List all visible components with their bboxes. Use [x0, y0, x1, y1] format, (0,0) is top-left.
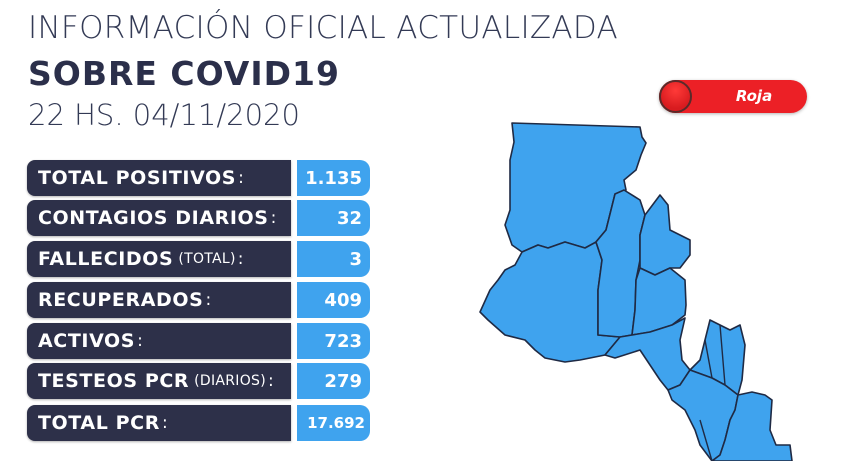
stat-row-fallecidos: FALLECIDOS (TOTAL): 3: [27, 241, 370, 277]
map-region: [479, 241, 621, 363]
stat-value: 17.692: [297, 405, 370, 441]
stat-value: 409: [297, 282, 370, 318]
stat-value: 279: [297, 363, 370, 399]
stat-label: CONTAGIOS DIARIOS:: [27, 200, 291, 236]
stat-value: 32: [297, 200, 370, 236]
stat-label: TESTEOS PCR (DIARIOS):: [27, 363, 291, 399]
title-line-1: INFORMACIÓN OFICIAL ACTUALIZADA: [28, 10, 619, 46]
stat-row-total-positivos: TOTAL POSITIVOS: 1.135: [27, 160, 370, 196]
risk-status-label: Roja: [735, 87, 773, 105]
stat-label: FALLECIDOS (TOTAL):: [27, 241, 291, 277]
risk-status-badge: Roja: [659, 80, 807, 113]
stat-row-activos: ACTIVOS: 723: [27, 323, 370, 359]
stat-label: TOTAL PCR:: [27, 405, 291, 441]
stat-label: RECUPERADOS:: [27, 282, 291, 318]
title-line-2: SOBRE COVID19: [28, 54, 340, 93]
map-region: [711, 391, 793, 461]
map-region: [639, 194, 691, 276]
stat-row-testeos-pcr: TESTEOS PCR (DIARIOS): 279: [27, 363, 370, 399]
status-knob-icon: [659, 80, 692, 113]
stat-label: TOTAL POSITIVOS:: [27, 160, 291, 196]
stat-row-total-pcr: TOTAL PCR: 17.692: [27, 405, 370, 441]
stat-row-recuperados: RECUPERADOS: 409: [27, 282, 370, 318]
map-region: [631, 267, 687, 336]
report-datetime: 22 HS. 04/11/2020: [28, 98, 300, 132]
stat-value: 3: [297, 241, 370, 277]
stat-label: ACTIVOS:: [27, 323, 291, 359]
stat-row-contagios-diarios: CONTAGIOS DIARIOS: 32: [27, 200, 370, 236]
stat-value: 723: [297, 323, 370, 359]
stat-value: 1.135: [297, 160, 370, 196]
